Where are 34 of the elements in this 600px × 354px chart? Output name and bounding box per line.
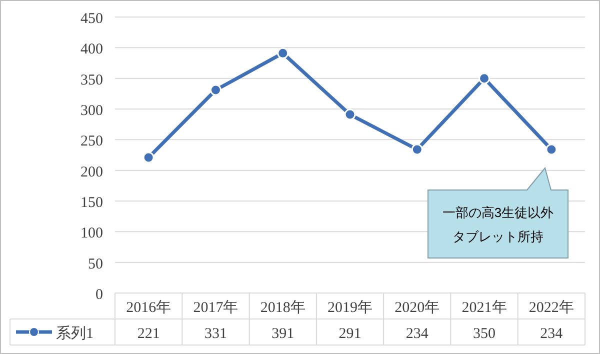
data-label: 234 <box>406 326 429 342</box>
y-tick-label: 0 <box>96 287 103 303</box>
point <box>411 144 423 156</box>
x-tick-label: 2018年 <box>260 299 306 316</box>
y-tick-label: 150 <box>80 195 103 211</box>
y-tick-label: 350 <box>80 72 103 88</box>
data-label: 234 <box>540 326 564 342</box>
y-tick-label: 250 <box>80 134 103 150</box>
x-tick-label: 2017年 <box>193 299 238 316</box>
annotation: タブレット所持 <box>452 229 544 244</box>
point <box>478 72 490 84</box>
y-tick-label: 300 <box>80 103 103 119</box>
data-label: 221 <box>137 326 160 342</box>
data-label: 331 <box>204 326 227 342</box>
y-tick-label: 450 <box>80 11 103 27</box>
y-tick-label: 50 <box>88 256 103 272</box>
data-label: 291 <box>338 326 362 342</box>
y-tick-label: 200 <box>80 164 103 180</box>
point <box>546 144 558 156</box>
x-tick-label: 2022年 <box>528 299 574 316</box>
annotation: 一部の高3生徒以外 <box>442 205 554 220</box>
data-label: 391 <box>272 326 294 342</box>
data-label: 350 <box>473 326 496 342</box>
x-tick-label: 2020年 <box>394 299 440 316</box>
y-tick-label: 100 <box>80 226 103 242</box>
legend-label: 系列1 <box>56 325 94 342</box>
point <box>142 152 154 164</box>
point <box>344 108 356 120</box>
x-tick-label: 2021年 <box>462 299 507 316</box>
y-tick-label: 400 <box>80 42 103 58</box>
x-tick-label: 2019年 <box>328 299 372 316</box>
x-tick-label: 2016年 <box>126 299 172 316</box>
point <box>277 47 289 59</box>
point <box>210 84 222 96</box>
